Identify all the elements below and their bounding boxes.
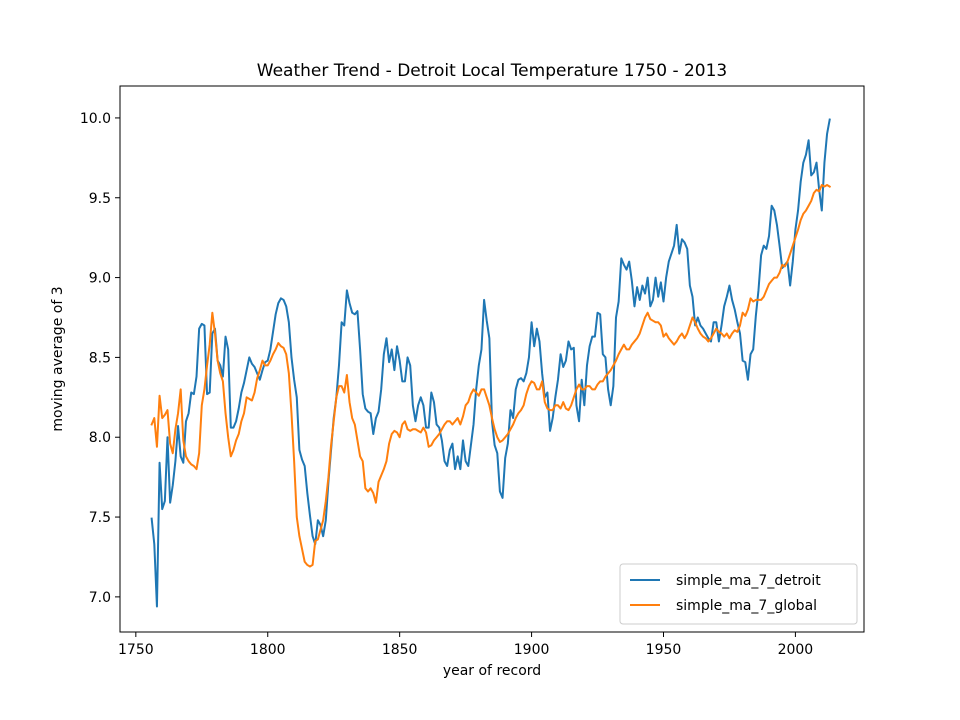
x-tick-label: 1800 bbox=[250, 642, 286, 658]
x-tick-label: 1750 bbox=[118, 642, 154, 658]
y-tick-label: 9.0 bbox=[89, 271, 111, 287]
axis-layer: 1750 1800 1850 1900 1950 2000 7.0 7.5 8.0 8.5 9.0 9… bbox=[80, 111, 813, 658]
y-tick-label: 8.5 bbox=[89, 350, 111, 366]
series-line-global bbox=[150, 183, 832, 568]
y-tick-label: 10.0 bbox=[80, 111, 111, 127]
y-axis-label: moving average of 3 bbox=[50, 286, 66, 431]
x-axis-label: year of record bbox=[443, 663, 541, 679]
x-tick-label: 2000 bbox=[778, 642, 814, 658]
chart-title: Weather Trend - Detroit Local Temperatur… bbox=[257, 61, 728, 81]
series-layer bbox=[150, 118, 832, 608]
legend-box bbox=[619, 563, 858, 625]
legend: simple_ma_7_detroit simple_ma_7_global bbox=[619, 563, 858, 625]
y-tick-label: 7.0 bbox=[89, 590, 111, 606]
legend-label-detroit: simple_ma_7_detroit bbox=[676, 573, 821, 589]
x-tick-label: 1900 bbox=[514, 642, 550, 658]
legend-label-global: simple_ma_7_global bbox=[676, 598, 817, 614]
plot-frame bbox=[119, 85, 865, 633]
x-tick-label: 1950 bbox=[646, 642, 682, 658]
y-tick-label: 8.0 bbox=[89, 430, 111, 446]
y-tick-label: 7.5 bbox=[89, 510, 111, 526]
x-tick-label: 1850 bbox=[382, 642, 418, 658]
y-tick-label: 9.5 bbox=[89, 191, 111, 207]
